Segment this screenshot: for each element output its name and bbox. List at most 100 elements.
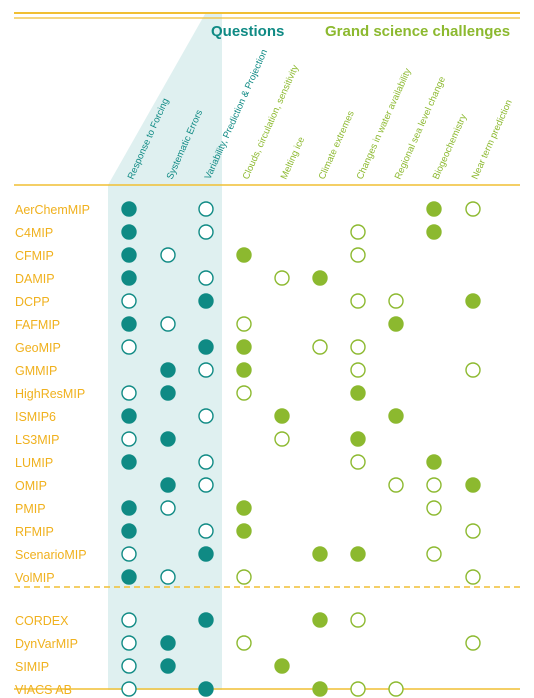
filled-dot bbox=[426, 454, 442, 470]
row-label: ScenarioMIP bbox=[15, 548, 87, 562]
open-dot bbox=[312, 339, 328, 355]
open-dot bbox=[236, 569, 252, 585]
open-dot bbox=[350, 454, 366, 470]
filled-dot bbox=[160, 477, 176, 493]
row-label: DynVarMIP bbox=[15, 637, 78, 651]
filled-dot bbox=[236, 523, 252, 539]
row-label: DCPP bbox=[15, 295, 50, 309]
open-dot bbox=[121, 681, 137, 697]
column-label-ce: Climate extremes bbox=[317, 109, 357, 181]
open-dot bbox=[160, 569, 176, 585]
row-label: LS3MIP bbox=[15, 433, 59, 447]
rule-lines bbox=[14, 12, 520, 690]
open-dot bbox=[198, 454, 214, 470]
filled-dot bbox=[198, 293, 214, 309]
row-label: AerChemMIP bbox=[15, 203, 90, 217]
filled-dot bbox=[236, 362, 252, 378]
open-dot bbox=[388, 293, 404, 309]
filled-dot bbox=[121, 224, 137, 240]
open-dot bbox=[426, 477, 442, 493]
column-label-ntp: Near term prediction bbox=[470, 98, 515, 181]
row-label: SIMIP bbox=[15, 660, 49, 674]
filled-dot bbox=[198, 546, 214, 562]
filled-dot bbox=[198, 681, 214, 697]
open-dot bbox=[121, 431, 137, 447]
open-dot bbox=[465, 569, 481, 585]
open-dot bbox=[465, 201, 481, 217]
row-label: VolMIP bbox=[15, 571, 55, 585]
open-dot bbox=[121, 339, 137, 355]
filled-dot bbox=[121, 316, 137, 332]
row-label: ISMIP6 bbox=[15, 410, 56, 424]
open-dot bbox=[198, 224, 214, 240]
open-dot bbox=[350, 224, 366, 240]
open-dot bbox=[465, 362, 481, 378]
open-dot bbox=[350, 362, 366, 378]
matrix-dots bbox=[121, 201, 481, 697]
filled-dot bbox=[121, 270, 137, 286]
open-dot bbox=[198, 477, 214, 493]
open-dot bbox=[388, 681, 404, 697]
open-dot bbox=[274, 431, 290, 447]
open-dot bbox=[350, 293, 366, 309]
open-dot bbox=[121, 635, 137, 651]
open-dot bbox=[198, 362, 214, 378]
open-dot bbox=[198, 523, 214, 539]
open-dot bbox=[160, 247, 176, 263]
filled-dot bbox=[350, 385, 366, 401]
filled-dot bbox=[350, 431, 366, 447]
questions-title: Questions bbox=[211, 23, 284, 40]
filled-dot bbox=[312, 681, 328, 697]
open-dot bbox=[121, 612, 137, 628]
row-label: CFMIP bbox=[15, 249, 54, 263]
open-dot bbox=[236, 635, 252, 651]
filled-dot bbox=[121, 454, 137, 470]
filled-dot bbox=[388, 316, 404, 332]
filled-dot bbox=[426, 224, 442, 240]
open-dot bbox=[388, 477, 404, 493]
row-label: GeoMIP bbox=[15, 341, 61, 355]
filled-dot bbox=[350, 546, 366, 562]
open-dot bbox=[160, 316, 176, 332]
filled-dot bbox=[236, 500, 252, 516]
filled-dot bbox=[121, 247, 137, 263]
row-label: OMIP bbox=[15, 479, 47, 493]
open-dot bbox=[198, 408, 214, 424]
questions-panel bbox=[108, 14, 222, 690]
filled-dot bbox=[121, 408, 137, 424]
open-dot bbox=[350, 612, 366, 628]
row-label: RFMIP bbox=[15, 525, 54, 539]
row-label: VIACS AB bbox=[15, 683, 72, 697]
filled-dot bbox=[236, 339, 252, 355]
open-dot bbox=[426, 500, 442, 516]
filled-dot bbox=[465, 293, 481, 309]
open-dot bbox=[350, 247, 366, 263]
row-labels: AerChemMIP C4MIP CFMIP DAMIP DCPP FAFMIP GeoMI… bbox=[15, 203, 90, 697]
filled-dot bbox=[274, 658, 290, 674]
open-dot bbox=[198, 270, 214, 286]
filled-dot bbox=[465, 477, 481, 493]
open-dot bbox=[426, 546, 442, 562]
filled-dot bbox=[426, 201, 442, 217]
filled-dot bbox=[121, 500, 137, 516]
column-label-mi: Melting ice bbox=[279, 135, 308, 181]
filled-dot bbox=[160, 362, 176, 378]
row-label: PMIP bbox=[15, 502, 46, 516]
filled-dot bbox=[274, 408, 290, 424]
filled-dot bbox=[121, 523, 137, 539]
open-dot bbox=[236, 385, 252, 401]
filled-dot bbox=[160, 635, 176, 651]
challenges-title: Grand science challenges bbox=[325, 23, 510, 40]
open-dot bbox=[198, 201, 214, 217]
open-dot bbox=[160, 500, 176, 516]
open-dot bbox=[236, 316, 252, 332]
filled-dot bbox=[312, 546, 328, 562]
filled-dot bbox=[388, 408, 404, 424]
row-label: DAMIP bbox=[15, 272, 55, 286]
row-label: LUMIP bbox=[15, 456, 53, 470]
filled-dot bbox=[236, 247, 252, 263]
open-dot bbox=[121, 546, 137, 562]
filled-dot bbox=[121, 569, 137, 585]
row-label: CORDEX bbox=[15, 614, 69, 628]
